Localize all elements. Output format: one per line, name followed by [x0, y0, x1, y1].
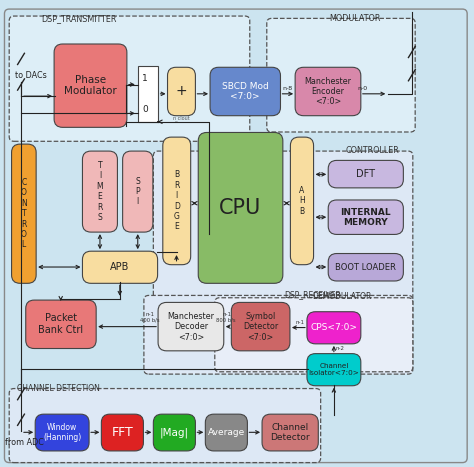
Text: Average: Average — [208, 428, 245, 437]
Text: n-2: n-2 — [336, 347, 345, 352]
Text: INTERNAL
MEMORY: INTERNAL MEMORY — [340, 207, 391, 227]
FancyBboxPatch shape — [205, 414, 247, 451]
Text: +: + — [176, 85, 187, 99]
Text: APB: APB — [110, 262, 130, 272]
Text: CPU: CPU — [219, 198, 262, 218]
Text: 1: 1 — [142, 74, 148, 83]
FancyBboxPatch shape — [9, 16, 250, 142]
Text: 800 b/s: 800 b/s — [216, 317, 236, 322]
FancyBboxPatch shape — [231, 303, 290, 351]
FancyBboxPatch shape — [328, 254, 403, 281]
Text: DFT: DFT — [356, 169, 375, 179]
Text: from ADC: from ADC — [5, 438, 44, 446]
Text: n-0: n-0 — [358, 86, 368, 91]
Text: n_clout: n_clout — [173, 115, 190, 121]
FancyBboxPatch shape — [158, 303, 224, 351]
Text: Packet
Bank Ctrl: Packet Bank Ctrl — [38, 313, 83, 335]
FancyBboxPatch shape — [123, 151, 153, 232]
FancyBboxPatch shape — [328, 200, 403, 234]
Text: FFT: FFT — [111, 426, 133, 439]
Text: T
I
M
E
R
S: T I M E R S — [97, 161, 103, 222]
Text: CHANNEL DETECTION: CHANNEL DETECTION — [17, 384, 100, 393]
Text: B
R
I
D
G
E: B R I D G E — [174, 170, 180, 232]
FancyBboxPatch shape — [11, 144, 36, 283]
Text: Manchester
Encoder
<7:0>: Manchester Encoder <7:0> — [304, 77, 352, 106]
Text: S
P
I: S P I — [136, 177, 140, 206]
FancyBboxPatch shape — [291, 137, 314, 265]
Bar — [138, 66, 157, 122]
Text: Phase
Modulator: Phase Modulator — [64, 75, 117, 97]
FancyBboxPatch shape — [82, 251, 157, 283]
Text: Channel
Detector: Channel Detector — [270, 423, 310, 442]
Text: DSP_TRANSMITTER: DSP_TRANSMITTER — [41, 14, 116, 23]
FancyBboxPatch shape — [210, 67, 281, 116]
Text: n-8: n-8 — [283, 86, 292, 91]
Text: |Mag|: |Mag| — [160, 427, 189, 438]
Text: n-1: n-1 — [222, 312, 231, 317]
Text: CPS<7:0>: CPS<7:0> — [310, 323, 357, 333]
FancyBboxPatch shape — [198, 133, 283, 283]
Text: Channel
Isolator<7:0>: Channel Isolator<7:0> — [309, 363, 359, 376]
FancyBboxPatch shape — [167, 67, 195, 116]
Text: CONTROLLER: CONTROLLER — [346, 146, 400, 155]
Text: DEMODULATOR: DEMODULATOR — [313, 292, 372, 302]
Text: BOOT LOADER: BOOT LOADER — [335, 263, 396, 272]
Text: Manchester
Decoder
<7:0>: Manchester Decoder <7:0> — [167, 311, 214, 341]
Text: C
O
N
T
R
O
L: C O N T R O L — [21, 178, 27, 249]
FancyBboxPatch shape — [26, 300, 96, 348]
Text: n-1: n-1 — [295, 320, 304, 325]
Text: 0: 0 — [142, 105, 148, 114]
FancyBboxPatch shape — [9, 389, 320, 463]
FancyBboxPatch shape — [154, 414, 195, 451]
FancyBboxPatch shape — [35, 414, 89, 451]
Text: A
H
B: A H B — [299, 186, 305, 216]
Text: n-1: n-1 — [145, 312, 154, 317]
FancyBboxPatch shape — [82, 151, 118, 232]
FancyBboxPatch shape — [144, 296, 413, 374]
FancyBboxPatch shape — [262, 414, 318, 451]
Text: MODULATOR: MODULATOR — [329, 14, 381, 23]
Text: Symbol
Detector
<7:0>: Symbol Detector <7:0> — [243, 311, 278, 341]
Text: Window
(Hanning): Window (Hanning) — [43, 423, 81, 442]
FancyBboxPatch shape — [163, 137, 191, 265]
Text: DSP_RECEIVER: DSP_RECEIVER — [284, 290, 341, 300]
FancyBboxPatch shape — [328, 160, 403, 188]
FancyBboxPatch shape — [215, 298, 413, 372]
FancyBboxPatch shape — [154, 151, 413, 304]
FancyBboxPatch shape — [101, 414, 144, 451]
FancyBboxPatch shape — [307, 312, 361, 344]
FancyBboxPatch shape — [267, 18, 415, 132]
Text: SBCD Mod
<7:0>: SBCD Mod <7:0> — [222, 82, 269, 101]
FancyBboxPatch shape — [307, 354, 361, 386]
Text: 400 b/s: 400 b/s — [140, 317, 159, 322]
FancyBboxPatch shape — [295, 67, 361, 116]
Text: to DACs: to DACs — [15, 71, 46, 80]
FancyBboxPatch shape — [54, 44, 127, 127]
